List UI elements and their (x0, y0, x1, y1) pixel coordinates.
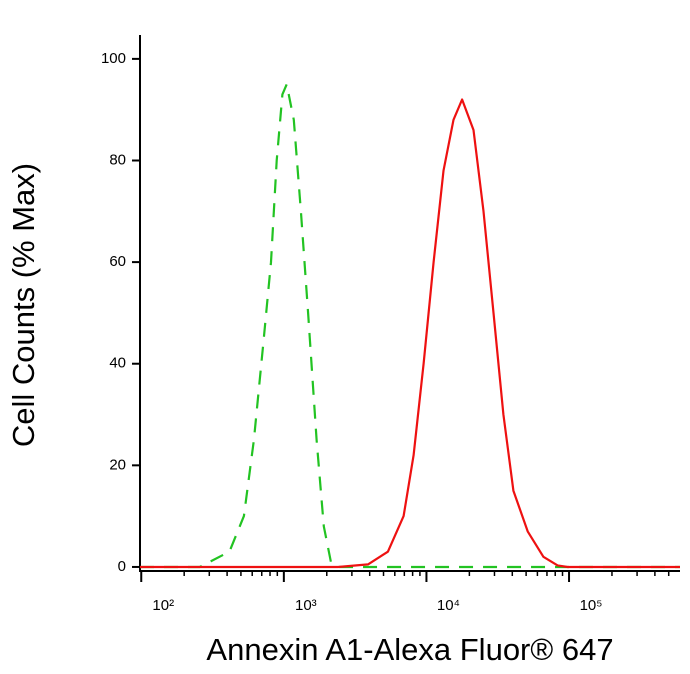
y-tick-label: 20 (109, 456, 126, 473)
y-tick-label: 80 (109, 151, 126, 168)
x-tick-label: 10⁵ (580, 597, 603, 614)
y-tick-label: 100 (101, 50, 126, 67)
series-line (140, 98, 680, 569)
series-line (140, 83, 680, 569)
y-axis-title: Cell Counts (% Max) (6, 163, 41, 447)
x-axis-title: Annexin A1-Alexa Fluor® 647 (206, 632, 613, 667)
y-tick-label: 40 (109, 355, 126, 372)
y-tick-label: 0 (118, 558, 126, 575)
x-tick-label: 10⁴ (437, 597, 460, 614)
x-tick-label: 10³ (295, 597, 317, 614)
x-tick-label: 10² (152, 597, 174, 614)
y-tick-label: 60 (109, 253, 126, 270)
